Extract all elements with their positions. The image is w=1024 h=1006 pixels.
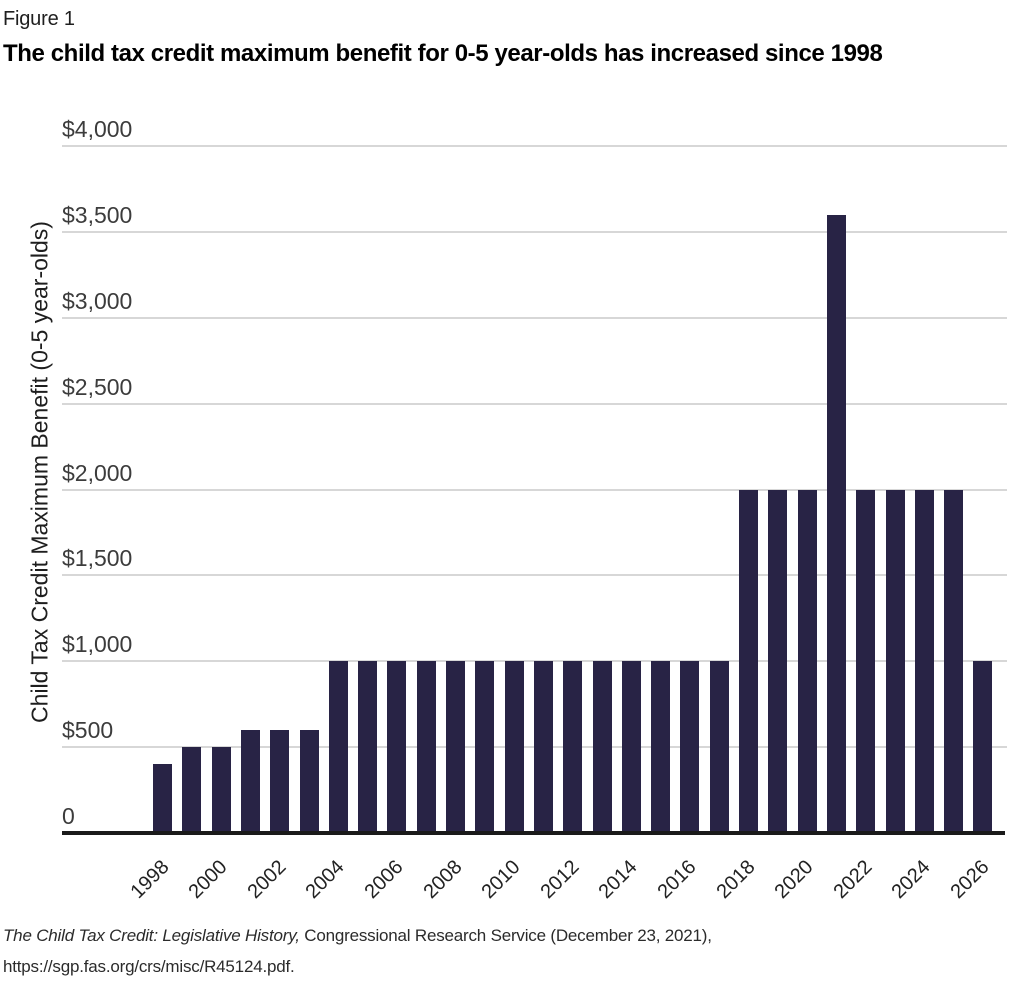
bar-2013 [592,661,612,833]
bar-2024 [914,489,934,833]
bar-2008 [446,661,465,833]
x-tick-label: 2026 [946,856,994,904]
y-tick-label: $1,500 [62,545,133,572]
bar-2022 [856,489,876,833]
bar-2009 [475,661,495,833]
y-tick-label: $1,000 [62,631,133,658]
bar-2005 [358,661,378,833]
x-tick-label: 2014 [594,856,642,904]
gridline [62,230,1007,233]
y-tick-label: $500 [62,717,114,744]
x-tick-label: 2002 [243,856,291,904]
bar-1998 [153,764,172,833]
y-tick-label: $4,000 [62,116,133,142]
bar-2006 [387,661,407,833]
y-tick-label: 0 [62,803,75,829]
x-tick-label: 2004 [301,856,349,904]
y-tick-label: $3,000 [62,287,133,314]
bar-2012 [563,661,583,833]
source-citation: The Child Tax Credit: Legislative Histor… [3,920,712,982]
bar-2025 [944,489,964,833]
x-axis-line [62,831,1005,835]
bar-2002 [270,729,290,833]
source-title: The Child Tax Credit: Legislative Histor… [3,926,300,945]
bar-2004 [328,661,348,833]
x-tick-label: 2020 [770,856,818,904]
bar-2023 [885,489,905,833]
bar-2021 [826,214,846,833]
source-publisher: Congressional Research Service (December… [299,926,712,945]
gridline [62,145,1007,147]
x-tick-label: 2008 [419,856,467,904]
figure-label: Figure 1 [3,8,75,30]
x-tick-label: 2010 [477,856,525,904]
bar-2026 [973,661,993,833]
y-tick-label: $3,500 [62,201,133,228]
bar-2016 [680,661,700,833]
x-tick-label: 1998 [126,856,174,904]
bar-2003 [299,729,319,833]
bar-2007 [416,661,436,833]
x-tick-label: 2024 [887,856,935,904]
gridline [62,574,1007,577]
bar-1999 [182,747,202,833]
y-tick-label: $2,500 [62,373,133,400]
x-tick-label: 2000 [184,856,232,904]
bar-2019 [768,489,788,833]
bar-2015 [651,661,671,833]
x-tick-label: 2022 [829,856,877,904]
bar-2020 [797,489,817,833]
bar-2017 [709,661,729,833]
gridline [62,488,1007,491]
x-tick-label: 2018 [712,856,760,904]
source-url: https://sgp.fas.org/crs/misc/R45124.pdf. [3,957,295,976]
x-tick-label: 2016 [653,856,701,904]
bar-2014 [621,661,641,833]
y-tick-label: $2,000 [62,459,133,486]
bar-2001 [240,729,260,833]
bar-2010 [504,661,524,833]
y-axis-title: Child Tax Credit Maximum Benefit (0-5 ye… [26,221,53,723]
bar-2011 [533,661,553,833]
gridline [62,316,1007,319]
chart-title: The child tax credit maximum benefit for… [3,40,883,67]
bar-2018 [739,489,758,833]
x-tick-label: 2012 [536,856,584,904]
x-tick-label: 2006 [360,856,408,904]
bar-2000 [211,747,231,833]
gridline [62,402,1007,405]
